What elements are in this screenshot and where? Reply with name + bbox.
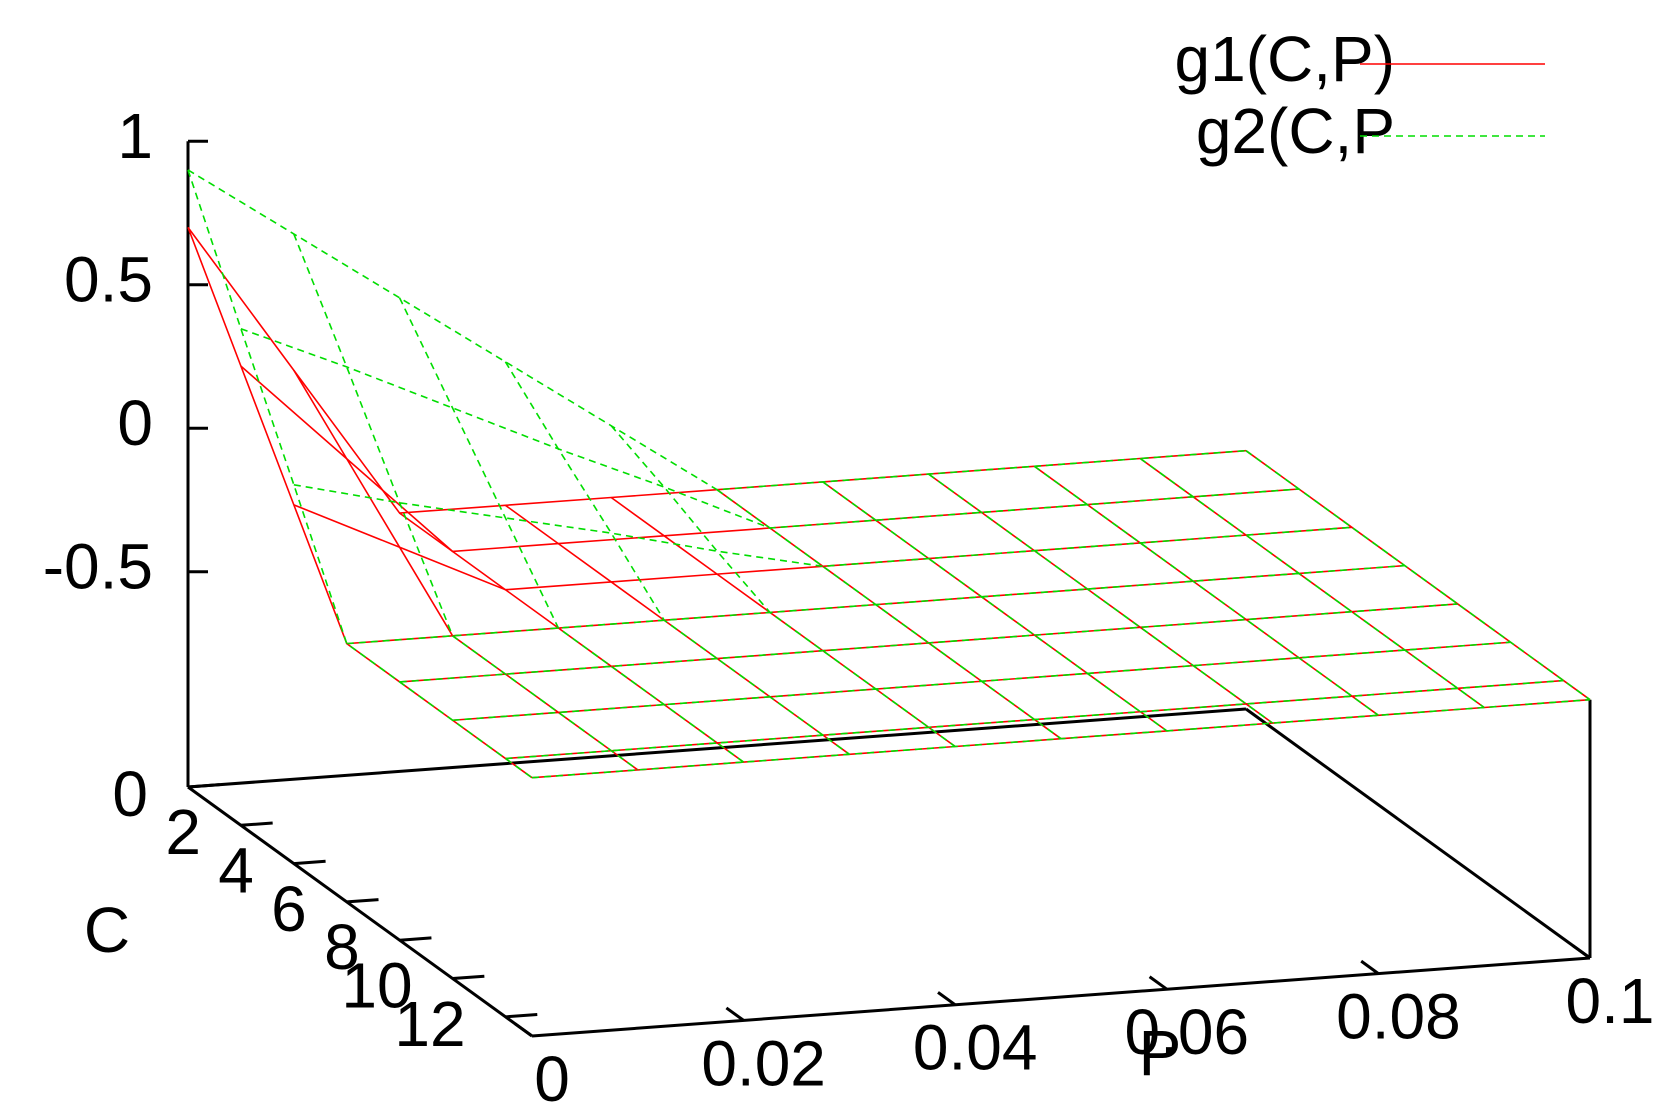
legend-label: g1(C,P) (1175, 23, 1396, 95)
mesh-line (398, 297, 745, 763)
mesh-line (1033, 465, 1379, 716)
x-tick (346, 898, 379, 904)
legend-label: g2(C,P (1196, 95, 1395, 167)
y-tick-label: 0.06 (1125, 996, 1250, 1068)
mesh-line (822, 481, 1168, 732)
x-tick (293, 859, 326, 866)
z-tick-label: 0 (117, 387, 153, 459)
x-tick (505, 1013, 538, 1019)
y-axis-label: P (1139, 1017, 1182, 1089)
y-tick (1148, 975, 1168, 991)
mesh-line (187, 169, 533, 779)
z-tick-label: 1 (117, 100, 153, 172)
x-axis-label: C (84, 894, 130, 966)
mesh-line (399, 603, 1458, 683)
y-tick (725, 1006, 745, 1022)
x-tick (399, 936, 432, 942)
x-tick-label: 2 (165, 796, 201, 868)
mesh-line (716, 489, 1062, 740)
x-tick-label: 6 (271, 873, 307, 945)
x-tick (187, 783, 220, 789)
x-tick-label: 0 (112, 758, 148, 830)
mesh-line (1245, 450, 1591, 701)
x-tick (240, 821, 273, 827)
mesh-line (504, 504, 850, 755)
mesh-line (928, 473, 1274, 724)
mesh-line (293, 483, 1352, 568)
mesh-line (610, 425, 956, 748)
y-tick (1360, 959, 1380, 975)
axis-line (187, 707, 1247, 789)
y-tick-label: 0.08 (1336, 981, 1461, 1053)
mesh-line (293, 233, 639, 771)
axis-line (531, 956, 1591, 1038)
mesh-line (240, 328, 1299, 529)
x-tick (452, 974, 485, 981)
y-tick (513, 1022, 533, 1038)
y-tick-label: 0.02 (701, 1027, 826, 1099)
mesh-line (1139, 457, 1485, 709)
y-tick-label: 0.1 (1566, 965, 1655, 1037)
y-tick (1571, 944, 1591, 960)
mesh-line (187, 226, 1247, 514)
y-tick-label: 0 (534, 1043, 570, 1113)
mesh-line (505, 679, 1564, 760)
y-tick-label: 0.04 (913, 1012, 1038, 1084)
axis-line (1245, 707, 1591, 960)
z-tick-label: 0.5 (64, 244, 153, 316)
axis-line (187, 785, 533, 1038)
x-tick-label: 10 (341, 949, 412, 1021)
mesh-line (293, 504, 1352, 591)
x-tick-label: 12 (394, 988, 465, 1060)
z-tick-label: -0.5 (43, 531, 153, 603)
x-tick-label: 8 (324, 911, 360, 983)
y-tick (937, 991, 957, 1007)
mesh-line (187, 227, 533, 779)
x-tick-label: 4 (218, 835, 254, 907)
